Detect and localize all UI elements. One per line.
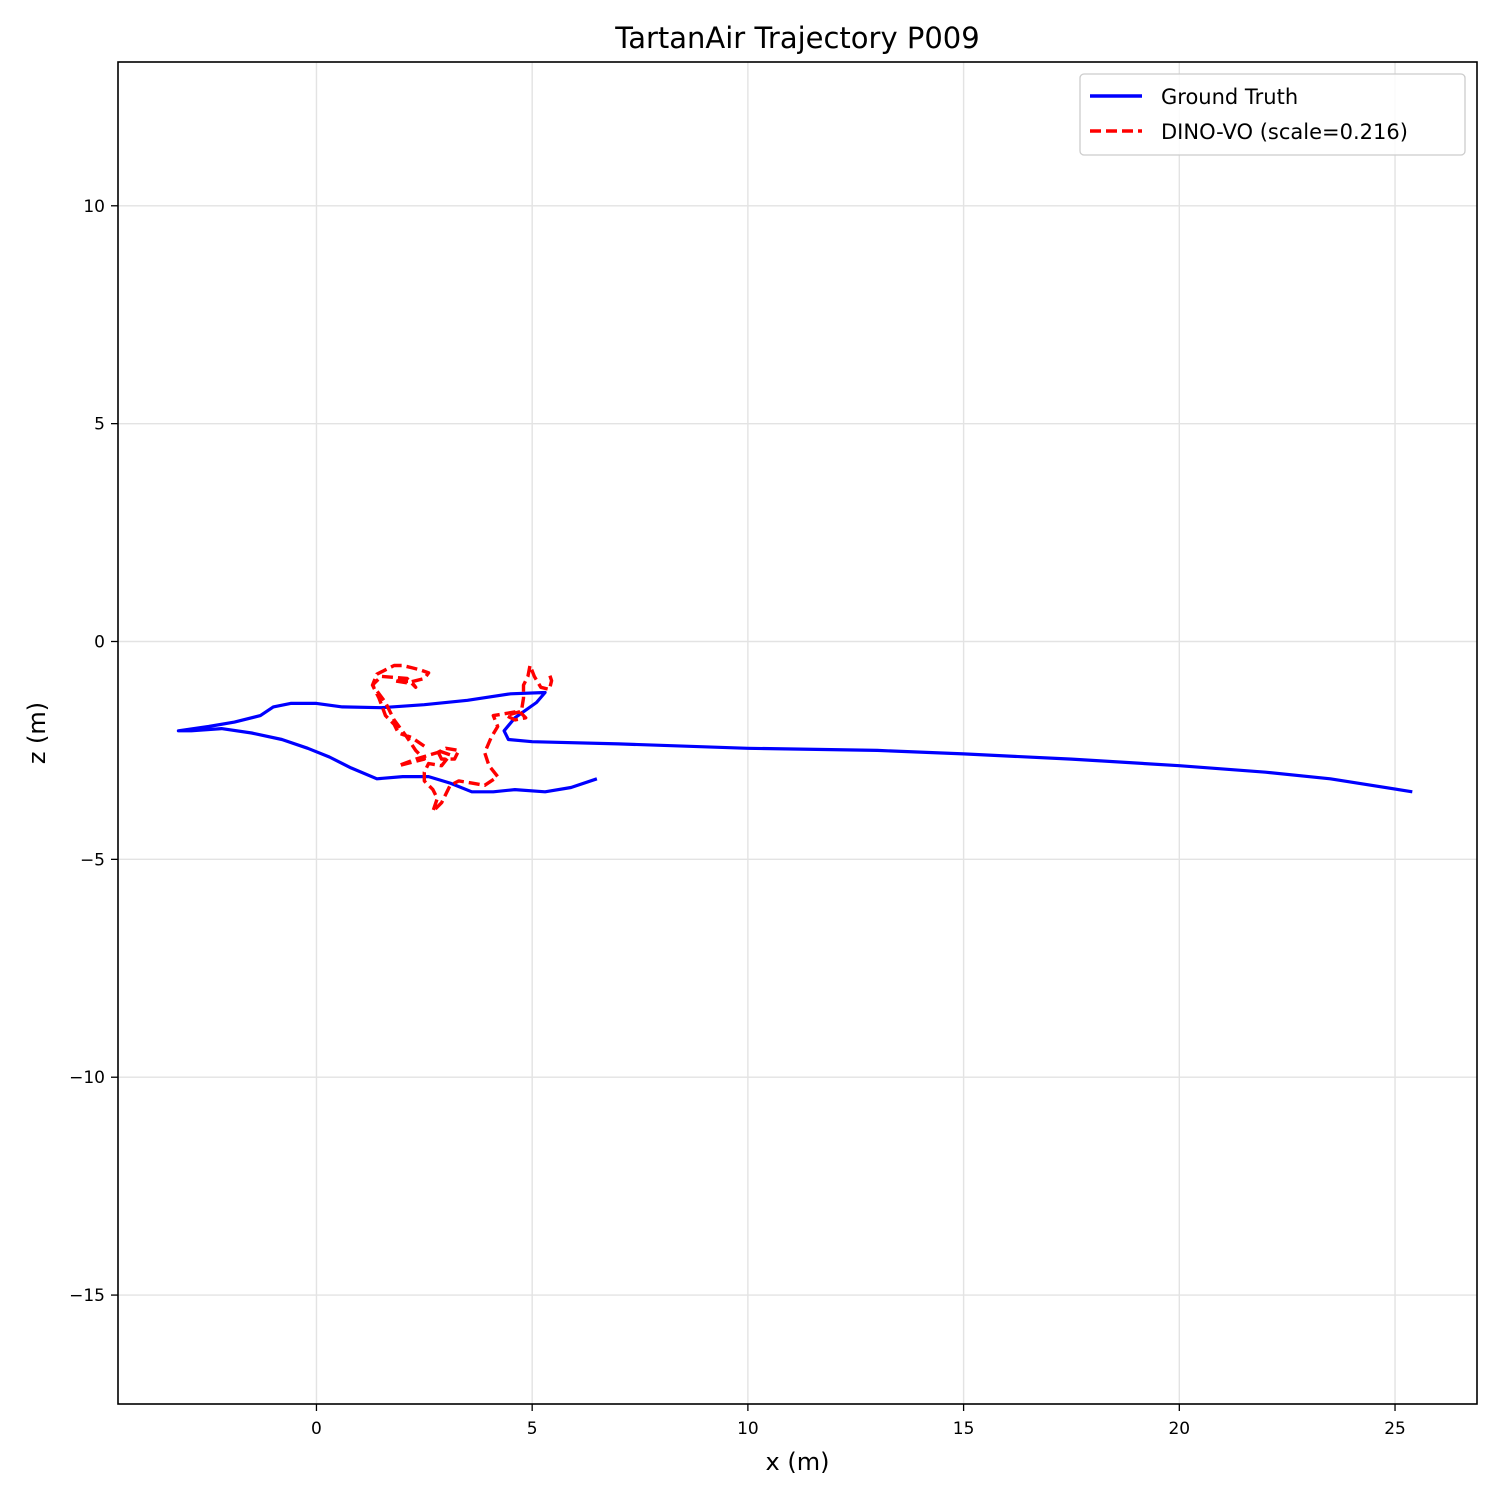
legend-box — [1079, 73, 1466, 156]
chart-title: TartanAir Trajectory P009 — [614, 21, 979, 55]
y-tick-label: 10 — [83, 197, 105, 217]
y-tick-label: 5 — [94, 415, 105, 435]
y-tick-label: −10 — [69, 1068, 105, 1088]
x-axis-label: x (m) — [766, 1448, 830, 1476]
plot-series — [176, 663, 1413, 814]
dino-vo-line — [370, 663, 554, 814]
x-tick-label: 15 — [953, 1419, 975, 1439]
plot-frame — [117, 61, 1478, 1405]
grid — [118, 62, 1477, 1404]
x-tick-label: 25 — [1384, 1419, 1406, 1439]
x-tick-label: 20 — [1168, 1419, 1190, 1439]
legend-label: Ground Truth — [1161, 85, 1298, 109]
axis-ticks: 0 5 10 15 20 25 −15 −10 −5 0 5 10 — [69, 197, 1406, 1439]
y-tick-label: −15 — [69, 1286, 105, 1306]
legend-label: DINO-VO (scale=0.216) — [1161, 120, 1408, 144]
y-axis-label: z (m) — [23, 702, 51, 764]
y-tick-label: 0 — [94, 633, 105, 653]
x-tick-label: 10 — [737, 1419, 759, 1439]
x-tick-label: 5 — [527, 1419, 538, 1439]
legend: Ground Truth DINO-VO (scale=0.216) — [1079, 73, 1466, 156]
y-tick-label: −5 — [80, 850, 105, 870]
x-tick-label: 0 — [311, 1419, 322, 1439]
